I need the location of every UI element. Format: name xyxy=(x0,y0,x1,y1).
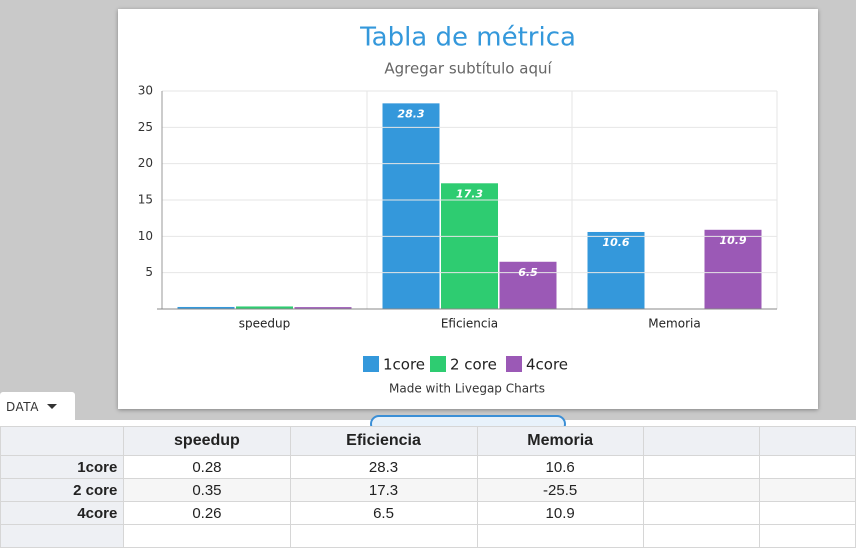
empty-row xyxy=(0,524,856,548)
value-label: 10.6 xyxy=(602,236,629,249)
cell: 10.9 xyxy=(476,501,644,525)
y-tick-label: 15 xyxy=(138,193,153,207)
header-row: speedup Eficiencia Memoria xyxy=(0,426,856,456)
data-tab[interactable]: DATA xyxy=(0,392,75,422)
dropdown-arrow xyxy=(47,404,57,409)
empty-cell xyxy=(758,478,856,502)
empty-cell xyxy=(289,524,478,548)
empty-cell xyxy=(123,524,291,548)
empty-cell xyxy=(758,455,856,479)
legend-label: 1core xyxy=(383,356,425,374)
empty-cell xyxy=(0,524,125,548)
data-table: speedup Eficiencia Memoria 1core 0.28 28.3 10.… xyxy=(0,426,856,548)
value-label: 17.3 xyxy=(456,187,483,200)
empty-cell xyxy=(642,501,760,525)
corner-cell xyxy=(0,426,125,456)
cell: 0.26 xyxy=(123,501,291,525)
y-tick-label: 30 xyxy=(138,84,153,98)
chart: Tabla de métrica Agregar subtítulo aquí … xyxy=(138,23,778,396)
y-tick-label: 25 xyxy=(138,120,153,134)
column-header: Memoria xyxy=(476,426,644,456)
credit: Made with Livegap Charts xyxy=(389,382,545,396)
bars xyxy=(177,103,762,309)
data-row: 2 core 0.35 17.3 -25.5 xyxy=(0,478,856,502)
chart-subtitle: Agregar subtítulo aquí xyxy=(384,60,552,78)
empty-header xyxy=(642,426,760,456)
cell: 28.3 xyxy=(289,455,478,479)
empty-cell xyxy=(642,524,760,548)
y-tick-label: 5 xyxy=(145,265,153,279)
cell: 6.5 xyxy=(289,501,478,525)
bar xyxy=(177,306,235,309)
cell: 0.28 xyxy=(123,455,291,479)
value-label: 10.9 xyxy=(719,234,746,247)
bar xyxy=(236,306,293,309)
x-tick-label: Memoria xyxy=(648,317,700,331)
column-header: Eficiencia xyxy=(289,426,478,456)
empty-cell xyxy=(758,524,856,548)
cell: 17.3 xyxy=(289,478,478,502)
legend-label: 2 core xyxy=(450,356,497,374)
data-row: 1core 0.28 28.3 10.6 xyxy=(0,455,856,479)
bar xyxy=(704,229,762,309)
bar xyxy=(587,231,645,309)
value-label: 28.3 xyxy=(397,107,424,120)
column-header: speedup xyxy=(123,426,291,456)
y-tick-label: 20 xyxy=(138,156,153,170)
row-header: 2 core xyxy=(0,478,125,502)
empty-cell xyxy=(476,524,644,548)
legend-swatch xyxy=(430,356,446,372)
empty-cell xyxy=(758,501,856,525)
chart-title: Tabla de métrica xyxy=(359,23,576,53)
empty-cell xyxy=(642,455,760,479)
row-header: 1core xyxy=(0,455,125,479)
y-tick-label: 10 xyxy=(138,229,153,243)
x-tick-label: Eficiencia xyxy=(441,317,498,331)
row-header: 4core xyxy=(0,501,125,525)
bar xyxy=(382,103,440,309)
bar xyxy=(441,183,498,309)
cell: -25.5 xyxy=(476,478,644,502)
data-tab-label: DATA xyxy=(6,400,39,414)
cell: 10.6 xyxy=(476,455,644,479)
empty-header xyxy=(758,426,856,456)
x-tick-label: speedup xyxy=(239,317,290,331)
legend-swatch xyxy=(363,356,379,372)
bar xyxy=(294,307,352,309)
chart-card: Tabla de métrica Agregar subtítulo aquí … xyxy=(118,9,818,409)
bar xyxy=(499,261,557,309)
legend-label: 4core xyxy=(526,356,568,374)
cell: 0.35 xyxy=(123,478,291,502)
value-label: 6.5 xyxy=(518,266,538,279)
legend-swatch xyxy=(506,356,522,372)
empty-cell xyxy=(642,478,760,502)
data-row: 4core 0.26 6.5 10.9 xyxy=(0,501,856,525)
